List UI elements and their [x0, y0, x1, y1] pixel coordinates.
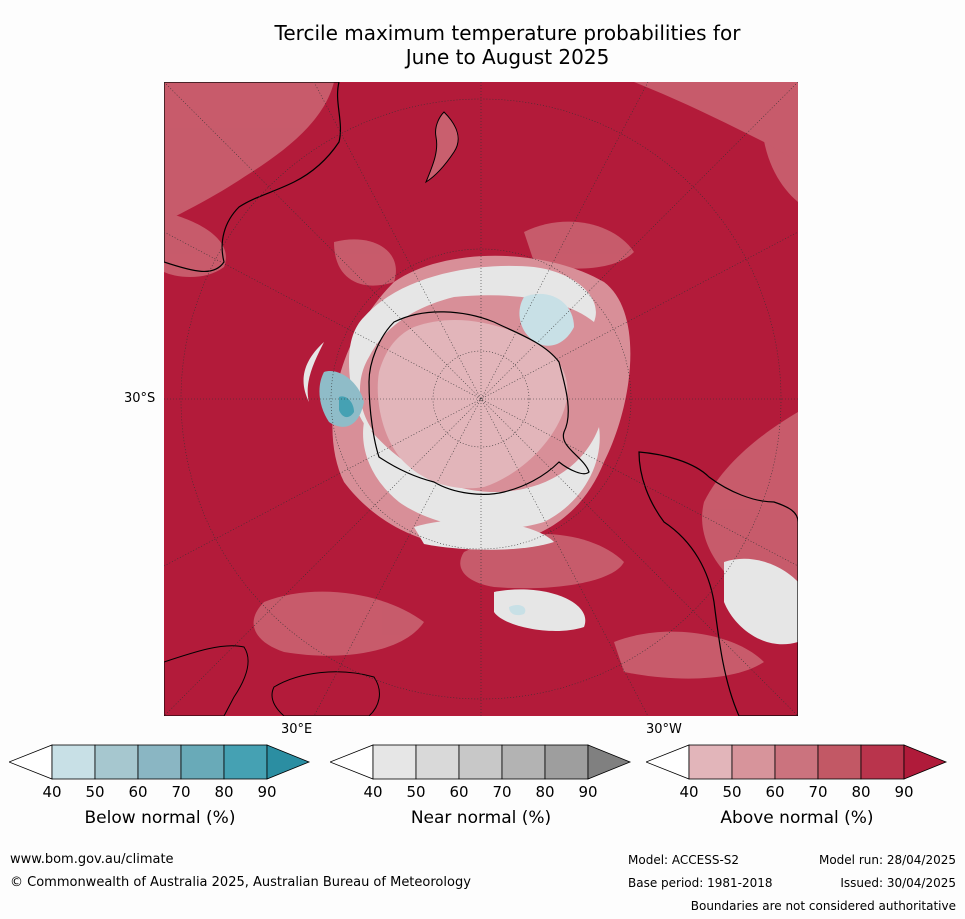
colorbar-below-tick: 70 — [171, 783, 191, 801]
title-line-1: Tercile maximum temperature probabilitie… — [274, 21, 741, 45]
colorbar-below-swatch-80 — [223, 744, 268, 780]
model-name: Model: ACCESS-S2 — [628, 853, 740, 867]
colorbar-below-swatch-50 — [94, 744, 139, 780]
new-zealand-outline — [424, 111, 459, 184]
copyright-text: © Commonwealth of Australia 2025, Austra… — [10, 875, 471, 890]
colorbar-above-tick: 60 — [765, 783, 785, 801]
colorbar-near-tick: 70 — [492, 783, 512, 801]
colorbar-near-swatch-80 — [544, 744, 589, 780]
colorbar-near-tick: 50 — [406, 783, 426, 801]
colorbar-below-tick: 60 — [128, 783, 148, 801]
longitude-label-east: 30°E — [281, 722, 313, 737]
colorbar-near-tick: 60 — [449, 783, 469, 801]
colorbar-below-arrow-low — [9, 744, 53, 780]
colorbar-below-tick: 90 — [257, 783, 277, 801]
colorbar-above-swatch-50 — [731, 744, 776, 780]
colorbar-above-swatch-60 — [774, 744, 819, 780]
graticule — [164, 82, 798, 716]
colorbar-below-swatch-70 — [180, 744, 225, 780]
colorbar-above-tick: 70 — [808, 783, 828, 801]
colorbar-above-arrow-high — [903, 744, 948, 780]
antarctic-interior — [377, 319, 568, 489]
latitude-label: 30°S — [124, 391, 156, 406]
above-70-patches — [164, 82, 798, 679]
colorbar-near-tick: 80 — [535, 783, 555, 801]
colorbar-below-tick: 40 — [42, 783, 62, 801]
colorbar-near-normal — [330, 744, 632, 780]
colorbar-near-swatch-60 — [458, 744, 503, 780]
south-america-outline — [638, 451, 798, 716]
colorbar-below-swatch-40 — [51, 744, 96, 780]
colorbar-above-tick: 50 — [722, 783, 742, 801]
title-line-2: June to August 2025 — [405, 45, 610, 69]
website-link[interactable]: www.bom.gov.au/climate — [10, 852, 174, 867]
issued-date: Issued: 30/04/2025 — [840, 876, 956, 890]
colorbar-below-tick: 80 — [214, 783, 234, 801]
colorbar-below-normal — [9, 744, 311, 780]
colorbar-above-arrow-low — [646, 744, 690, 780]
colorbar-above-swatch-40 — [688, 744, 733, 780]
model-run-date: Model run: 28/04/2025 — [818, 853, 956, 867]
map-title: Tercile maximum temperature probabilitie… — [0, 21, 965, 69]
base-period: Base period: 1981-2018 — [628, 876, 773, 890]
probability-map — [164, 82, 798, 716]
colorbar-near-swatch-50 — [415, 744, 460, 780]
colorbar-near-tick: 40 — [363, 783, 383, 801]
colorbar-below-arrow-high — [266, 744, 311, 780]
colorbar-above-title: Above normal (%) — [720, 808, 874, 828]
boundaries-disclaimer: Boundaries are not considered authoritat… — [690, 899, 956, 913]
colorbar-above-tick: 80 — [851, 783, 871, 801]
colorbar-below-swatch-60 — [137, 744, 182, 780]
madagascar-outline — [271, 671, 380, 716]
antarctica-outline — [368, 311, 590, 495]
colorbar-below-title: Below normal (%) — [84, 808, 236, 828]
colorbar-above-tick: 90 — [894, 783, 914, 801]
colorbar-above-swatch-70 — [817, 744, 862, 780]
near-normal-zones — [303, 265, 798, 645]
colorbar-near-arrow-low — [330, 744, 374, 780]
colorbar-near-swatch-70 — [501, 744, 546, 780]
colorbar-near-swatch-40 — [372, 744, 417, 780]
longitude-label-west: 30°W — [646, 722, 682, 737]
colorbar-above-normal — [646, 744, 948, 780]
colorbar-near-arrow-high — [587, 744, 632, 780]
africa-outline — [164, 645, 249, 716]
colorbar-near-tick: 90 — [578, 783, 598, 801]
colorbar-above-swatch-80 — [860, 744, 905, 780]
colorbar-above-tick: 40 — [679, 783, 699, 801]
colorbar-below-tick: 50 — [85, 783, 105, 801]
australia-outline — [164, 82, 342, 273]
colorbar-near-title: Near normal (%) — [410, 808, 552, 828]
